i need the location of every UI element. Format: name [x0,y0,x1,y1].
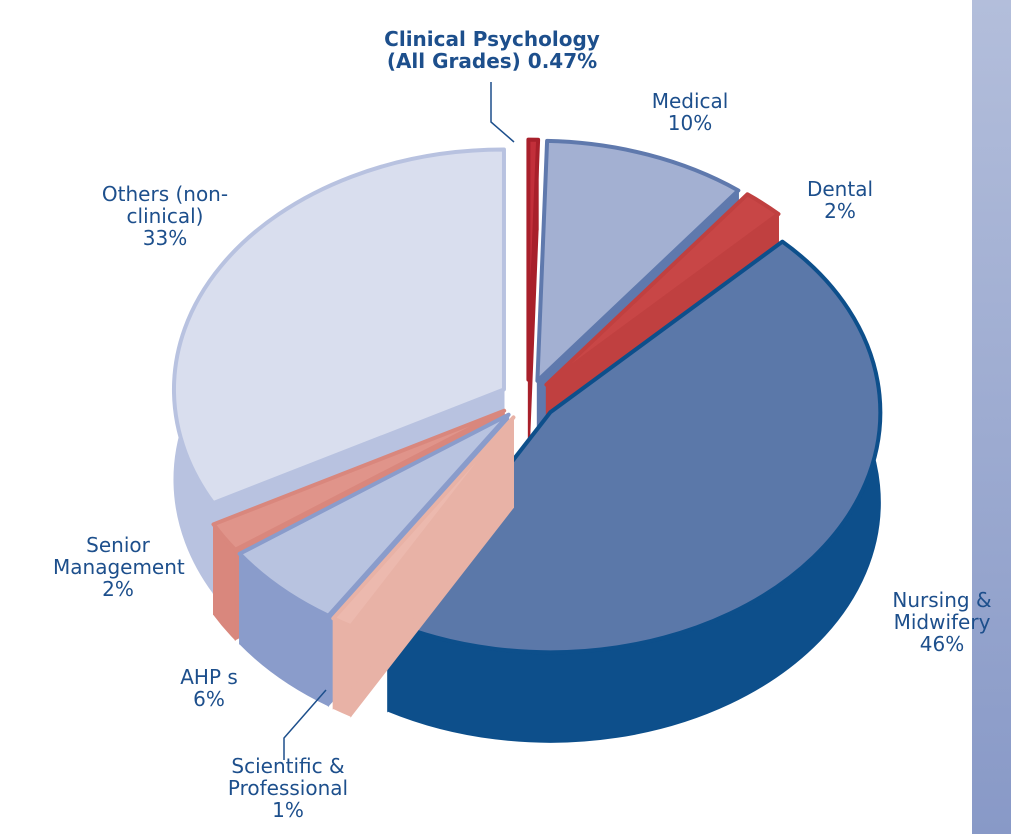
slice [526,137,541,470]
slice-top [211,408,507,552]
value-label: 10% [667,111,713,135]
slice-label: Medical 10% [620,90,760,134]
slice [331,415,516,718]
slice-top [171,147,506,506]
value-label: 6% [193,687,225,711]
leader-line [283,689,327,760]
value-label: 46% [919,632,965,656]
value-label: 0.47% [527,49,598,73]
slice-top [526,137,541,382]
slice-label: Senior Management 2% [53,533,185,601]
value-label: 33% [142,226,188,250]
side-band [972,0,1011,834]
slice-top [544,192,781,387]
slice-label: AHP s 6% [159,666,259,710]
slice-top [535,138,741,383]
category-label: Clinical Psychology (All Grades) [384,27,600,73]
slice-label: Nursing & Midwifery 46% [872,589,1011,655]
slice-top [385,239,883,655]
category-label: Scientific & Professional [227,754,349,800]
category-label: Others (non-clinical) [101,182,229,228]
slice-label: Others (non-clinical) 33% [80,183,250,249]
value-label: 1% [272,798,304,822]
category-label: Medical [651,89,729,113]
category-label: AHP s [180,665,238,689]
slice-label: Clinical Psychology (All Grades) 0.47% [367,28,617,72]
slice-label: Scientific & Professional 1% [198,755,378,821]
slice-label: Dental 2% [780,178,900,222]
category-label: Dental [806,177,874,201]
slice-side [332,617,352,718]
pie [171,137,883,743]
category-label: Nursing & Midwifery [892,588,992,634]
category-label: Senior Management [53,533,185,579]
value-label: 2% [102,577,134,601]
value-label: 2% [824,199,856,223]
leader-line [490,82,515,143]
slice-top [331,415,516,629]
slice-top [237,412,511,618]
